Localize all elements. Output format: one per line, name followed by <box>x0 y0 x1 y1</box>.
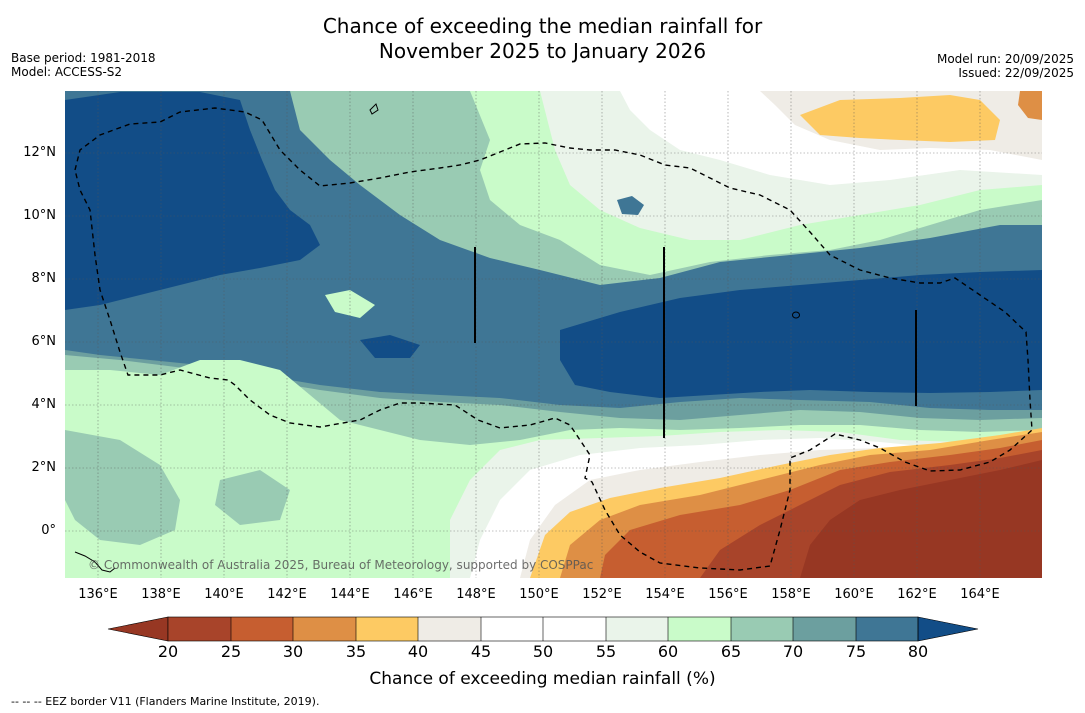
lon-label-148e: 148°E <box>456 587 496 602</box>
issued-date: Issued: 22/09/2025 <box>958 66 1074 80</box>
lon-label-138e: 138°E <box>141 587 181 602</box>
map-title: Chance of exceeding the median rainfall … <box>0 14 1085 64</box>
lon-label-152e: 152°E <box>582 587 622 602</box>
lon-label-146e: 146°E <box>393 587 433 602</box>
lon-label-156e: 156°E <box>708 587 748 602</box>
colorbar-seg-70 <box>793 617 856 641</box>
band-30-north <box>1018 91 1042 120</box>
band-80-east <box>560 270 1042 398</box>
rainfall-field <box>65 91 1042 578</box>
colorbar-tick-50: 50 <box>532 642 554 661</box>
small-patches <box>325 196 644 318</box>
colorbar-seg-65 <box>731 617 793 641</box>
band-80-mid <box>360 335 420 358</box>
colorbar-tick-60: 60 <box>657 642 679 661</box>
colorbar <box>107 616 979 642</box>
colorbar-tick-40: 40 <box>407 642 429 661</box>
colorbar-seg-45 <box>481 617 543 641</box>
band-35-north <box>800 95 1000 142</box>
colorbar-tick-30: 30 <box>282 642 304 661</box>
model-name: Model: ACCESS-S2 <box>11 65 123 79</box>
model-run-date: Model run: 20/09/2025 <box>936 52 1074 66</box>
band-65-sw-patch2 <box>215 470 290 525</box>
title-line-1: Chance of exceeding the median rainfall … <box>322 14 763 38</box>
lat-label-0: 0° <box>41 523 56 538</box>
eez-border <box>74 107 1033 571</box>
colorbar-low-arrow <box>107 616 169 642</box>
colorbar-tick-70: 70 <box>782 642 804 661</box>
lat-label-8n: 8°N <box>31 271 57 286</box>
colorbar-tick-75: 75 <box>845 642 867 661</box>
meta-left: Base period: 1981-2018 Model: ACCESS-S2 <box>11 51 156 79</box>
band-65-sw-patch <box>65 430 180 545</box>
rainfall-patch <box>617 196 644 215</box>
lon-label-150e: 150°E <box>519 587 559 602</box>
lat-label-12n: 12°N <box>23 145 56 160</box>
lat-label-4n: 4°N <box>31 397 57 412</box>
lat-label-10n: 10°N <box>23 208 56 223</box>
colorbar-tick-65: 65 <box>720 642 742 661</box>
band-80-west <box>65 92 320 310</box>
colorbar-seg-60 <box>668 617 731 641</box>
colorbar-seg-35 <box>356 617 418 641</box>
colorbar-seg-40 <box>418 617 481 641</box>
colorbar-seg-30 <box>293 617 356 641</box>
colorbar-seg-20 <box>168 617 231 641</box>
colorbar-label: Chance of exceeding median rainfall (%) <box>369 669 716 689</box>
copyright-notice: © Commonwealth of Australia 2025, Bureau… <box>88 558 594 572</box>
eez-legend-note: -- -- -- EEZ border V11 (Flanders Marine… <box>11 695 320 708</box>
lon-label-144e: 144°E <box>330 587 370 602</box>
colorbar-tick-80: 80 <box>907 642 929 661</box>
lon-label-140e: 140°E <box>204 587 244 602</box>
meta-right: Model run: 20/09/2025 Issued: 22/09/2025 <box>937 52 1074 80</box>
lon-label-136e: 136°E <box>78 587 118 602</box>
island-outlines <box>74 103 800 573</box>
colorbar-seg-75 <box>856 617 918 641</box>
title-line-2: November 2025 to January 2026 <box>378 39 707 63</box>
colorbar-tick-45: 45 <box>470 642 492 661</box>
base-period: Base period: 1981-2018 <box>11 51 156 65</box>
island-markers <box>474 247 917 438</box>
lon-label-162e: 162°E <box>897 587 937 602</box>
lon-label-154e: 154°E <box>645 587 685 602</box>
rainfall-patch <box>325 290 375 318</box>
lat-label-2n: 2°N <box>31 460 57 475</box>
band-below-south <box>800 460 1042 578</box>
lat-label-6n: 6°N <box>31 334 57 349</box>
graticule <box>65 91 1042 578</box>
colorbar-seg-55 <box>606 617 668 641</box>
lon-label-158e: 158°E <box>771 587 811 602</box>
lon-label-160e: 160°E <box>834 587 874 602</box>
colorbar-seg-50 <box>543 617 606 641</box>
lon-label-142e: 142°E <box>267 587 307 602</box>
colorbar-high-arrow <box>917 616 979 642</box>
colorbar-tick-25: 25 <box>220 642 242 661</box>
colorbar-tick-35: 35 <box>345 642 367 661</box>
colorbar-tick-20: 20 <box>157 642 179 661</box>
colorbar-seg-25 <box>231 617 293 641</box>
colorbar-tick-55: 55 <box>595 642 617 661</box>
lon-label-164e: 164°E <box>960 587 1000 602</box>
